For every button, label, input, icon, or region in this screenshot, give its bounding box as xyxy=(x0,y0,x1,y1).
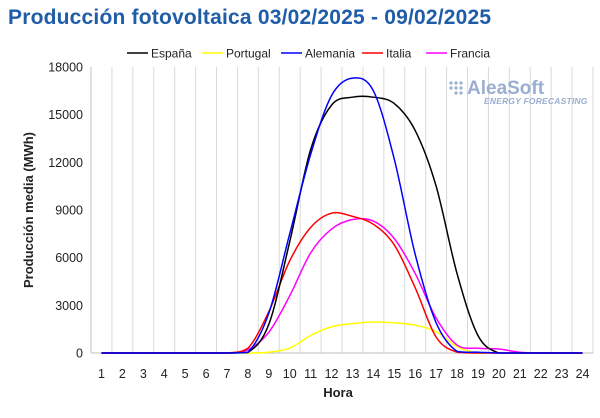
x-tick-label: 8 xyxy=(244,367,251,381)
chart-title: Producción fotovoltaica 03/02/2025 - 09/… xyxy=(8,6,492,29)
legend: España Portugal Alemania Italia Francia xyxy=(127,47,490,61)
x-tick-label: 17 xyxy=(429,367,443,381)
y-tick-label: 18000 xyxy=(48,61,83,75)
y-tick-label: 6000 xyxy=(55,251,83,265)
legend-label-espana: España xyxy=(151,47,192,61)
x-tick-label: 9 xyxy=(265,367,272,381)
x-tick-label: 4 xyxy=(161,367,168,381)
x-tick-label: 19 xyxy=(471,367,485,381)
x-tick-label: 2 xyxy=(119,367,126,381)
legend-label-portugal: Portugal xyxy=(226,47,271,61)
x-tick-label: 21 xyxy=(513,367,527,381)
y-tick-label: 3000 xyxy=(55,299,83,313)
logo-dots-icon xyxy=(449,81,463,95)
x-axis-title: Hora xyxy=(323,385,353,400)
x-tick-label: 24 xyxy=(576,367,590,381)
legend-label-italia: Italia xyxy=(386,47,412,61)
series-line-alemania xyxy=(101,77,583,354)
logo-tagline: ENERGY FORECASTING xyxy=(484,96,588,106)
x-tick-label: 5 xyxy=(182,367,189,381)
x-tick-label: 16 xyxy=(408,367,422,381)
grid-lines xyxy=(90,67,594,353)
x-tick-label: 18 xyxy=(450,367,464,381)
x-tick-label: 10 xyxy=(283,367,297,381)
x-tick-label: 12 xyxy=(325,367,339,381)
y-tick-label: 12000 xyxy=(48,156,83,170)
logo-name: AleaSoft xyxy=(467,78,545,99)
x-tick-label: 14 xyxy=(366,367,380,381)
aleasoft-logo: AleaSoft ENERGY FORECASTING xyxy=(449,78,588,106)
series-lines xyxy=(101,77,583,354)
x-tick-label: 11 xyxy=(304,367,317,381)
x-tick-label: 20 xyxy=(492,367,506,381)
y-tick-label: 0 xyxy=(76,347,83,361)
x-tick-label: 1 xyxy=(98,367,105,381)
x-tick-label: 22 xyxy=(534,367,548,381)
y-axis-title: Producción media (MWh) xyxy=(21,132,36,288)
y-tick-label: 15000 xyxy=(48,108,83,122)
x-tick-label: 7 xyxy=(223,367,230,381)
x-tick-label: 15 xyxy=(387,367,401,381)
x-tick-label: 13 xyxy=(346,367,360,381)
y-tick-label: 9000 xyxy=(55,204,83,218)
x-tick-label: 23 xyxy=(555,367,569,381)
x-tick-label: 6 xyxy=(203,367,210,381)
legend-label-alemania: Alemania xyxy=(305,47,355,61)
legend-label-francia: Francia xyxy=(450,47,490,61)
x-tick-label: 3 xyxy=(140,367,147,381)
